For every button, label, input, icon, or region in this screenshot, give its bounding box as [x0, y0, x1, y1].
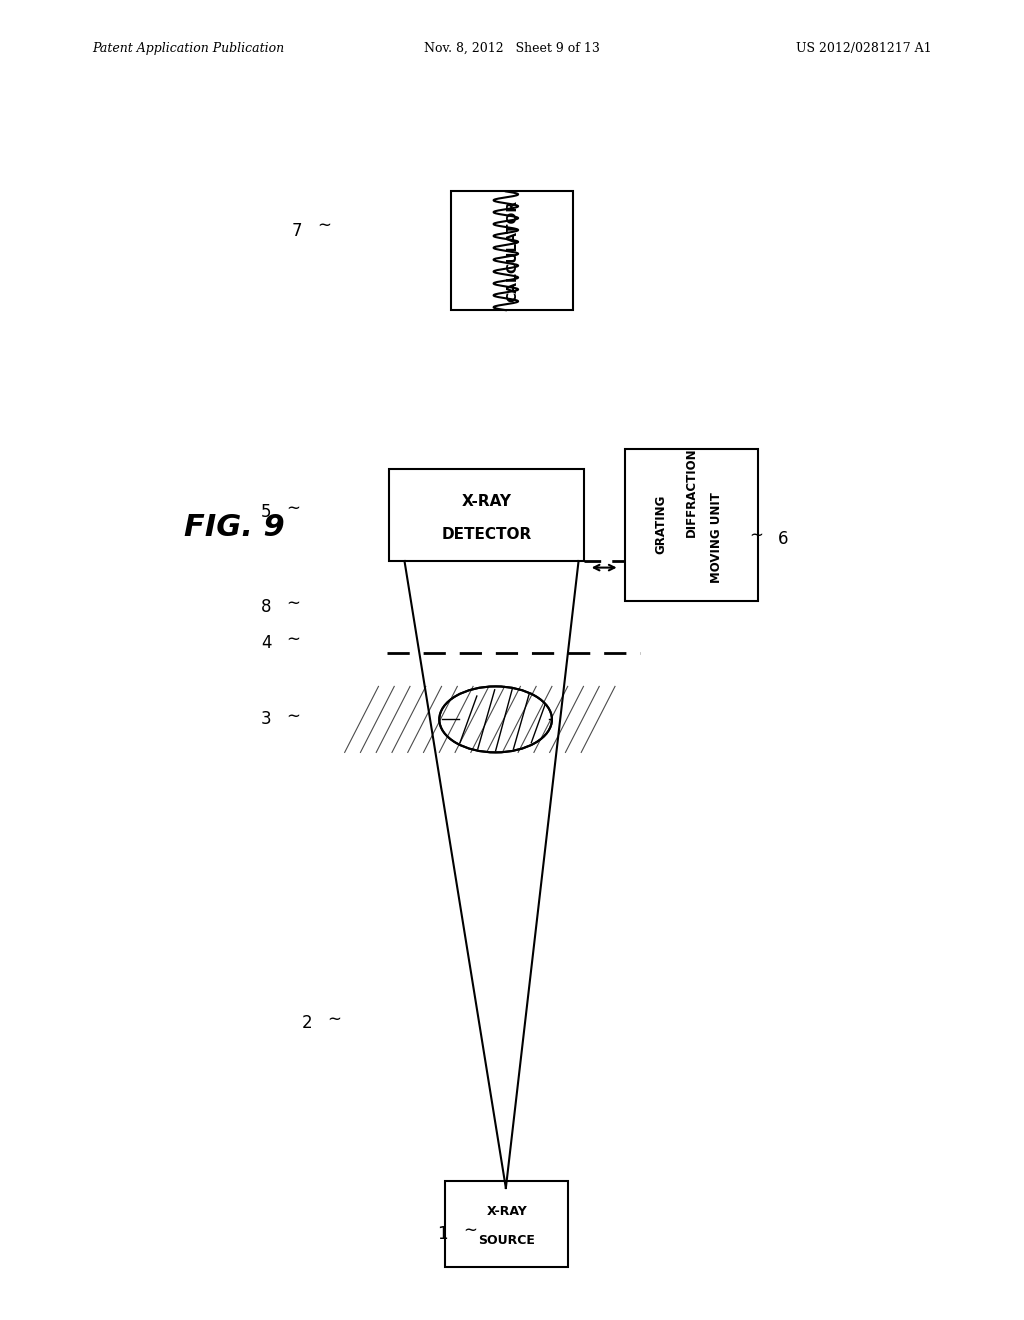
Text: ∼: ∼ — [463, 1221, 477, 1239]
Text: GRATING: GRATING — [654, 495, 667, 554]
FancyBboxPatch shape — [389, 469, 584, 561]
Text: X-RAY: X-RAY — [462, 494, 511, 510]
Text: 1: 1 — [437, 1225, 447, 1243]
Text: 8: 8 — [261, 598, 271, 616]
Text: 4: 4 — [261, 634, 271, 652]
Text: CALCULATOR: CALCULATOR — [505, 199, 519, 302]
Text: X-RAY: X-RAY — [486, 1205, 527, 1217]
Text: ∼: ∼ — [287, 706, 301, 725]
Text: DIFFRACTION: DIFFRACTION — [685, 447, 697, 536]
Text: 5: 5 — [261, 503, 271, 521]
Text: DETECTOR: DETECTOR — [441, 527, 531, 543]
Text: 3: 3 — [261, 710, 271, 729]
Text: FIG. 9: FIG. 9 — [184, 513, 285, 543]
FancyBboxPatch shape — [445, 1181, 568, 1267]
Text: 7: 7 — [292, 222, 302, 240]
Text: US 2012/0281217 A1: US 2012/0281217 A1 — [797, 42, 932, 55]
FancyBboxPatch shape — [625, 449, 758, 601]
Text: 6: 6 — [778, 529, 788, 548]
Text: ∼: ∼ — [287, 499, 301, 517]
Text: ∼: ∼ — [749, 525, 763, 544]
FancyBboxPatch shape — [451, 191, 573, 310]
Text: ∼: ∼ — [317, 215, 332, 234]
Text: Patent Application Publication: Patent Application Publication — [92, 42, 285, 55]
Text: ∼: ∼ — [328, 1010, 342, 1028]
Text: ∼: ∼ — [287, 594, 301, 612]
Text: SOURCE: SOURCE — [478, 1234, 536, 1246]
Text: ∼: ∼ — [287, 630, 301, 648]
Text: Nov. 8, 2012   Sheet 9 of 13: Nov. 8, 2012 Sheet 9 of 13 — [424, 42, 600, 55]
Ellipse shape — [439, 686, 552, 752]
Text: 2: 2 — [302, 1014, 312, 1032]
Text: MOVING UNIT: MOVING UNIT — [711, 492, 723, 583]
